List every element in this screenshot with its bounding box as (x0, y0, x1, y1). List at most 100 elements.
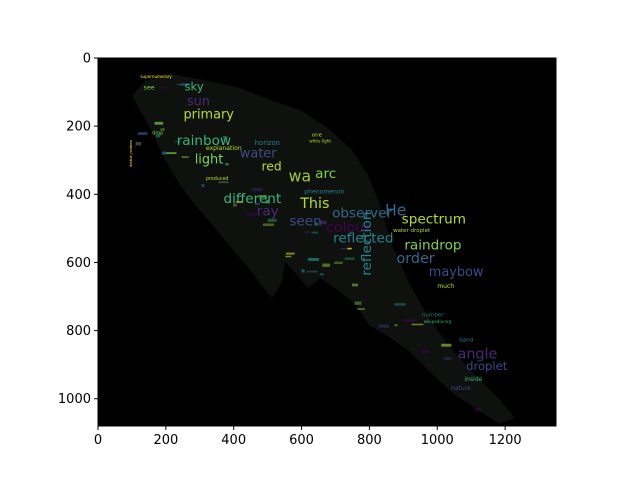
small-word-mark (160, 128, 165, 131)
small-word-mark (181, 156, 189, 158)
x-tick-label: 1000 (421, 433, 454, 448)
word-droplet: droplet (466, 359, 508, 373)
word-water-droplet: water droplet (393, 228, 431, 234)
wordcloud-bird-shape (132, 74, 515, 424)
word-angle: angle (458, 347, 498, 363)
y-tick-label: 600 (66, 256, 91, 271)
word-different: different (224, 191, 282, 207)
small-word-mark (160, 85, 169, 89)
small-word-mark (286, 252, 295, 255)
small-word-mark (352, 283, 359, 287)
word-explanation: explanation (206, 145, 242, 152)
word-band: band (459, 337, 473, 343)
word-inside: inside (464, 376, 482, 383)
word-one: one (312, 132, 323, 138)
word-white-light: white light (309, 139, 331, 144)
x-tick-label: 800 (357, 433, 382, 448)
small-word-mark (162, 151, 167, 155)
small-word-mark (262, 223, 274, 227)
word-order: order (397, 251, 435, 267)
y-tick-label: 0 (83, 52, 91, 67)
y-tick-label: 400 (66, 188, 91, 203)
word-much: much (437, 283, 454, 290)
small-word-mark (357, 308, 365, 310)
small-word-mark (251, 187, 263, 192)
word-he: He (385, 200, 406, 219)
small-word-mark (340, 247, 347, 250)
y-tick-label: 1000 (58, 392, 91, 407)
word-drop: drop (152, 130, 163, 136)
wordcloud-small-words (135, 82, 481, 412)
small-word-mark (177, 83, 188, 86)
small-word-mark (223, 136, 228, 139)
small-word-mark (201, 184, 205, 187)
small-word-mark (319, 220, 327, 225)
small-word-mark (285, 255, 292, 258)
small-word-mark (267, 218, 277, 223)
small-word-mark (308, 257, 320, 261)
small-word-mark (180, 82, 191, 87)
word-maybow: maybow (429, 265, 484, 280)
word-supernumerary: supernumerary (140, 74, 172, 79)
word-phenomenon: phenomenon (304, 189, 344, 196)
small-word-mark (154, 121, 164, 125)
small-word-mark (138, 132, 148, 136)
small-word-mark (156, 134, 160, 138)
word-reflection: reflection (359, 212, 375, 276)
small-word-mark (236, 201, 243, 203)
x-tick-label: 600 (289, 433, 314, 448)
x-tick-label: 1200 (489, 433, 522, 448)
small-word-mark (218, 181, 229, 184)
word-colour: colour (326, 220, 370, 236)
word-ray: ray (257, 203, 279, 219)
word-horizon: horizon (255, 139, 280, 147)
small-word-mark (322, 263, 331, 267)
y-tick-label: 200 (66, 120, 91, 135)
word-red: red (262, 159, 282, 173)
small-word-mark (344, 257, 355, 260)
word-primary: primary (183, 108, 234, 123)
small-word-mark (354, 301, 362, 305)
x-tick-label: 200 (153, 433, 178, 448)
small-word-mark (421, 350, 429, 353)
word-sun: sun (187, 95, 210, 110)
x-tick-label: 0 (94, 433, 102, 448)
small-word-mark (411, 323, 424, 326)
small-word-mark (258, 195, 267, 198)
word-nature: nature (451, 385, 471, 392)
small-word-mark (166, 152, 177, 154)
small-word-mark (265, 200, 270, 204)
word-wikipedia-org: wikipedia org (424, 319, 452, 324)
small-word-mark (304, 231, 310, 234)
small-word-mark (394, 303, 406, 306)
word-rainbow: rainbow (177, 133, 231, 149)
small-word-mark (301, 269, 305, 273)
small-word-mark (334, 261, 343, 264)
plot-frame (97, 57, 557, 427)
word-produced: produced (206, 176, 229, 182)
small-word-mark (474, 407, 481, 412)
small-word-mark (254, 202, 260, 205)
word-spectrum: spectrum (402, 211, 466, 227)
word-light: light (195, 153, 224, 168)
word-this: This (299, 196, 329, 212)
x-tick-label: 400 (221, 433, 246, 448)
word-raindrop: raindrop (404, 237, 461, 253)
small-word-mark (217, 139, 227, 142)
word-see: see (144, 84, 155, 91)
small-word-mark (135, 141, 142, 146)
small-word-mark (441, 343, 452, 347)
small-word-mark (378, 324, 389, 328)
y-tick-label: 800 (66, 324, 91, 339)
small-word-mark (315, 222, 319, 226)
small-word-mark (246, 212, 258, 216)
small-word-mark (319, 273, 324, 276)
word-observer: observer (332, 205, 392, 221)
word-sky: sky (185, 79, 204, 93)
word-arc: arc (315, 166, 336, 182)
small-word-mark (306, 270, 318, 273)
small-word-mark (394, 324, 398, 327)
small-word-mark (403, 319, 416, 322)
